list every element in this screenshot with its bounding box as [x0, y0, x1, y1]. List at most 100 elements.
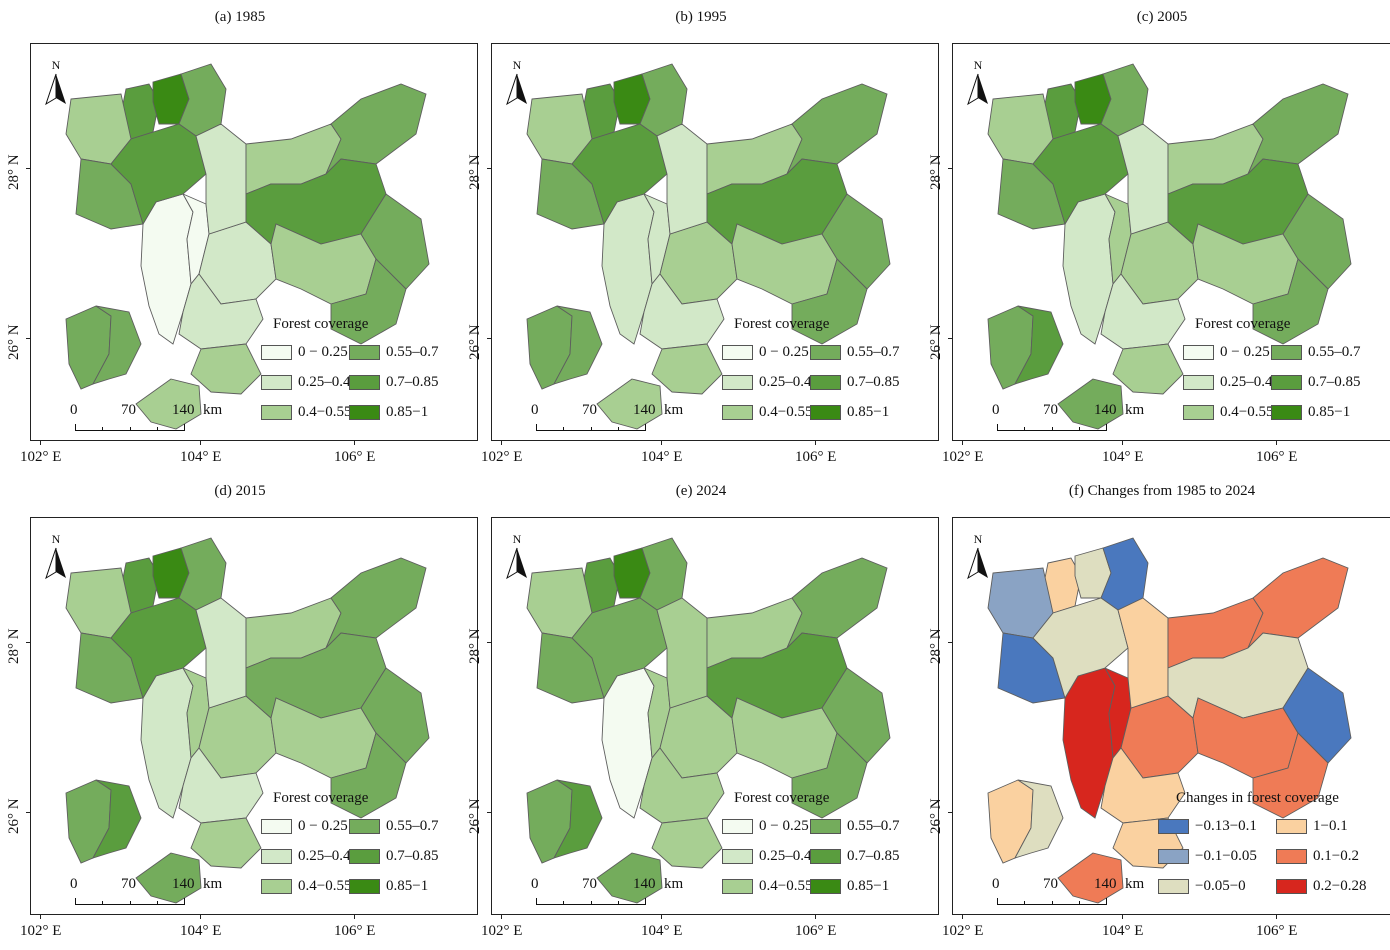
north-arrow-icon: N [966, 58, 990, 106]
legend-swatch [722, 345, 753, 361]
scale-label: 0 [70, 402, 78, 418]
legend-label: 0.4−0.55 [298, 404, 352, 420]
scale-label: 140 [633, 876, 656, 892]
latitude-label: 28° N [928, 628, 944, 664]
legend-swatch [261, 879, 292, 895]
legend-item: 0.7–0.85 [810, 847, 900, 865]
legend-swatch [722, 879, 753, 895]
longitude-tick [40, 915, 41, 919]
scale-label: 70 [582, 876, 597, 892]
legend-swatch [1158, 819, 1189, 835]
legend-swatch [349, 849, 380, 865]
scale-label: 0 [992, 876, 1000, 892]
north-arrow-glyph [506, 73, 527, 106]
legend-label: 0 − 0.25 [759, 344, 809, 360]
study-area-map [526, 63, 891, 430]
legend-item: 1−0.1 [1276, 817, 1348, 835]
latitude-tick [26, 338, 30, 339]
legend-item: 0.55–0.7 [810, 343, 900, 361]
county-region [92, 779, 142, 859]
latitude-tick [948, 338, 952, 339]
panel-title: (b) 1995 [675, 9, 727, 25]
latitude-tick [948, 642, 952, 643]
legend-swatch [722, 405, 753, 421]
north-label: N [51, 532, 61, 546]
county-region [110, 123, 207, 226]
north-arrow-glyph [45, 73, 66, 106]
scale-label: 70 [582, 402, 597, 418]
north-arrow-icon: N [44, 58, 68, 106]
panel-title: (f) Changes from 1985 to 2024 [1068, 483, 1256, 499]
legend-label: 0.4−0.55 [1220, 404, 1274, 420]
north-arrow-glyph [45, 547, 66, 580]
scale-tick [563, 901, 564, 905]
longitude-label: 102° E [481, 449, 523, 465]
legend-item: 0 − 0.25 [722, 817, 809, 835]
legend-label: 0.55–0.7 [386, 344, 439, 360]
scale-tick [563, 427, 564, 431]
latitude-tick [26, 168, 30, 169]
legend-label: 0.1−0.2 [1313, 848, 1359, 864]
scale-tick [130, 901, 131, 905]
scale-tick [130, 427, 131, 431]
scale-unit: km [1125, 402, 1145, 418]
legend-item: 0 − 0.25 [261, 343, 348, 361]
longitude-tick [1276, 915, 1277, 919]
legend-label: 0.4−0.55 [759, 404, 813, 420]
longitude-label: 102° E [481, 923, 523, 939]
county-region [330, 258, 407, 345]
legend-swatch [810, 375, 841, 391]
county-region [110, 597, 207, 700]
study-area-map [65, 63, 430, 430]
scale-tick [102, 427, 103, 431]
longitude-tick [200, 915, 201, 919]
legend-label: 0.7–0.85 [386, 374, 439, 390]
legend-item: 0.55–0.7 [810, 817, 900, 835]
latitude-tick [948, 168, 952, 169]
longitude-label: 106° E [334, 923, 376, 939]
longitude-tick [1122, 441, 1123, 445]
county-region [1057, 378, 1124, 430]
map-panel: N Forest coverage 0 − 0.25 0.55–0.7 0.25–0.4… [952, 43, 1390, 441]
latitude-tick [487, 168, 491, 169]
legend-swatch [349, 345, 380, 361]
scale-tick [1079, 427, 1080, 431]
latitude-label: 28° N [6, 628, 22, 664]
map-panel: N Forest coverage 0 − 0.25 0.55–0.7 0.25–0.4… [30, 43, 478, 441]
legend-swatch [1276, 849, 1307, 865]
legend-swatch [1183, 375, 1214, 391]
north-arrow-glyph [967, 73, 988, 106]
legend-label: 0.25–0.4 [298, 848, 351, 864]
legend-swatch [349, 375, 380, 391]
panel-title: (a) 1985 [214, 9, 266, 25]
legend-item: 0.25–0.4 [722, 373, 812, 391]
legend-title: Forest coverage [273, 316, 369, 332]
latitude-tick [487, 812, 491, 813]
legend-item: 0.25–0.4 [261, 373, 351, 391]
legend-item: 0.25–0.4 [1183, 373, 1273, 391]
legend-swatch [810, 879, 841, 895]
legend-title: Forest coverage [734, 316, 830, 332]
legend-item: 0 − 0.25 [722, 343, 809, 361]
north-arrow-glyph [506, 547, 527, 580]
legend-label: 0.85−1 [1308, 404, 1351, 420]
scale-tick [1079, 901, 1080, 905]
latitude-label: 26° N [6, 324, 22, 360]
longitude-tick [1122, 915, 1123, 919]
longitude-label: 102° E [942, 923, 984, 939]
latitude-label: 26° N [467, 798, 483, 834]
legend-swatch [1276, 879, 1307, 895]
longitude-tick [200, 441, 201, 445]
legend-swatch [1271, 405, 1302, 421]
county-region [190, 343, 262, 395]
county-region [596, 852, 663, 904]
north-label: N [512, 58, 522, 72]
longitude-label: 106° E [1256, 923, 1298, 939]
longitude-label: 106° E [1256, 449, 1298, 465]
county-region [1247, 83, 1349, 175]
legend-item: 0.85−1 [349, 877, 428, 895]
legend-label: 0.4−0.55 [759, 878, 813, 894]
legend-item: 0.7–0.85 [1271, 373, 1361, 391]
latitude-label: 28° N [467, 154, 483, 190]
scale-tick [618, 901, 619, 905]
